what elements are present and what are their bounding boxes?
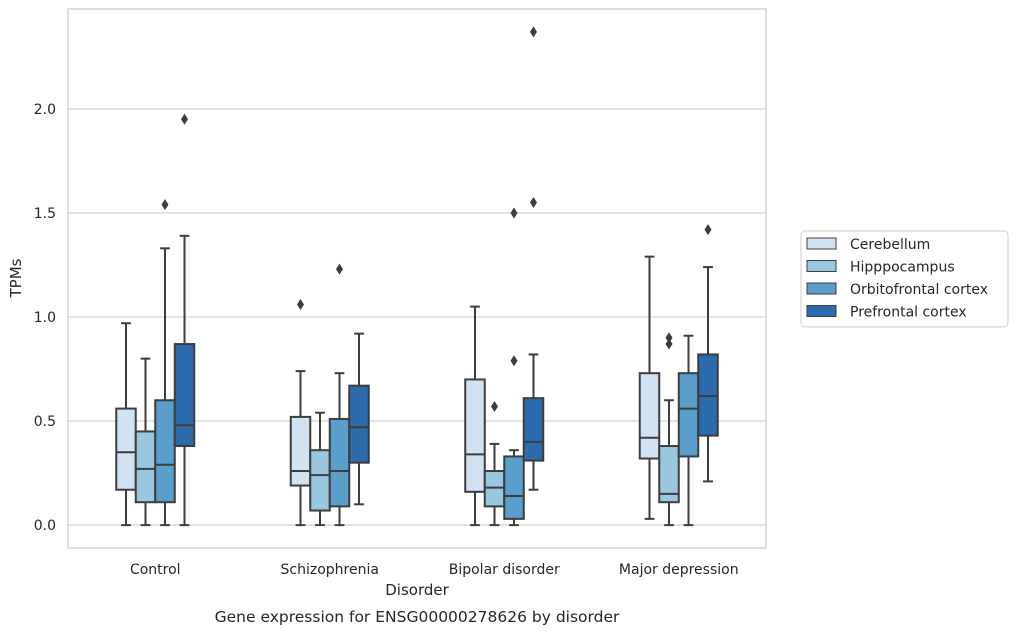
legend-item: Hipppocampus bbox=[806, 260, 955, 276]
legend-swatch bbox=[806, 282, 837, 295]
plot-frame bbox=[67, 8, 767, 549]
box-1-0 bbox=[289, 299, 312, 527]
x-tick-label: Major depression bbox=[619, 562, 739, 578]
legend-swatch bbox=[806, 305, 837, 317]
box-0-3 bbox=[173, 113, 196, 527]
legend-label: Orbitofrontal cortex bbox=[850, 282, 988, 298]
box-0-0 bbox=[115, 322, 137, 527]
outlier-point bbox=[491, 400, 498, 412]
legend-label: Hipppocampus bbox=[850, 260, 955, 276]
legend-swatch bbox=[806, 237, 837, 250]
box-2-3 bbox=[522, 26, 545, 491]
box-body bbox=[309, 449, 331, 512]
legend: Cerebellum Hipppocampus Orbitofrontal cort… bbox=[800, 230, 1009, 328]
box-body bbox=[115, 407, 137, 491]
x-axis: Control Schizophrenia Bipolar disorder Majo… bbox=[130, 562, 739, 578]
y-tick-label: 1.5 bbox=[34, 206, 56, 222]
outlier-point bbox=[181, 113, 188, 125]
outlier-point bbox=[665, 332, 673, 344]
legend-item: Orbitofrontal cortex bbox=[806, 282, 988, 298]
box-body bbox=[289, 415, 312, 487]
box-1-1 bbox=[309, 411, 331, 527]
legend-label: Prefrontal cortex bbox=[850, 305, 967, 321]
y-axis: 0.0 0.5 1.0 1.5 2.0 bbox=[34, 102, 56, 534]
box-body bbox=[328, 417, 351, 508]
box-0-2 bbox=[154, 199, 176, 527]
y-tick-label: 0.0 bbox=[34, 518, 56, 534]
y-tick-label: 2.0 bbox=[34, 102, 56, 118]
box-2-2 bbox=[503, 207, 525, 527]
outlier-point bbox=[665, 338, 673, 350]
outlier-point bbox=[704, 224, 712, 236]
box-body bbox=[638, 372, 661, 460]
outlier-point bbox=[510, 355, 518, 367]
box-1-2 bbox=[328, 263, 351, 527]
box-body bbox=[154, 399, 176, 504]
box-0-1 bbox=[134, 357, 157, 527]
legend-label: Cerebellum bbox=[850, 237, 930, 253]
box-3-1 bbox=[658, 332, 680, 527]
x-tick-label: Control bbox=[130, 562, 181, 578]
box-2-1 bbox=[483, 400, 506, 527]
outlier-point bbox=[161, 199, 169, 211]
box-1-3 bbox=[348, 332, 370, 506]
outlier-point bbox=[297, 299, 304, 311]
box-3-2 bbox=[677, 334, 700, 527]
legend-frame bbox=[800, 230, 1009, 328]
box-body bbox=[173, 343, 196, 448]
plot-area bbox=[115, 26, 719, 527]
legend-swatch bbox=[806, 260, 837, 272]
box-body bbox=[483, 470, 506, 508]
y-tick-label: 1.0 bbox=[34, 310, 56, 326]
legend-item: Prefrontal cortex bbox=[806, 305, 967, 321]
x-tick-label: Schizophrenia bbox=[281, 562, 379, 578]
box-3-0 bbox=[638, 255, 661, 520]
box-body bbox=[503, 455, 525, 520]
outlier-point bbox=[530, 26, 537, 38]
box-body bbox=[658, 445, 680, 504]
box-body bbox=[522, 397, 545, 462]
chart-caption: Gene expression for ENSG00000278626 by d… bbox=[215, 608, 620, 626]
legend-item: Cerebellum bbox=[806, 237, 930, 253]
outlier-point bbox=[510, 207, 518, 219]
box-2-0 bbox=[464, 305, 486, 527]
x-tick-label: Bipolar disorder bbox=[449, 562, 560, 578]
outlier-point bbox=[530, 197, 537, 209]
box-body bbox=[697, 353, 719, 437]
box-body bbox=[134, 430, 157, 504]
box-body bbox=[677, 372, 700, 458]
y-tick-label: 0.5 bbox=[34, 414, 56, 430]
x-axis-label: Disorder bbox=[385, 581, 449, 599]
box-3-3 bbox=[697, 224, 719, 483]
y-axis-label: TPMs bbox=[7, 258, 25, 298]
outlier-point bbox=[336, 263, 343, 275]
box-body bbox=[348, 384, 370, 464]
box-body bbox=[464, 378, 486, 493]
